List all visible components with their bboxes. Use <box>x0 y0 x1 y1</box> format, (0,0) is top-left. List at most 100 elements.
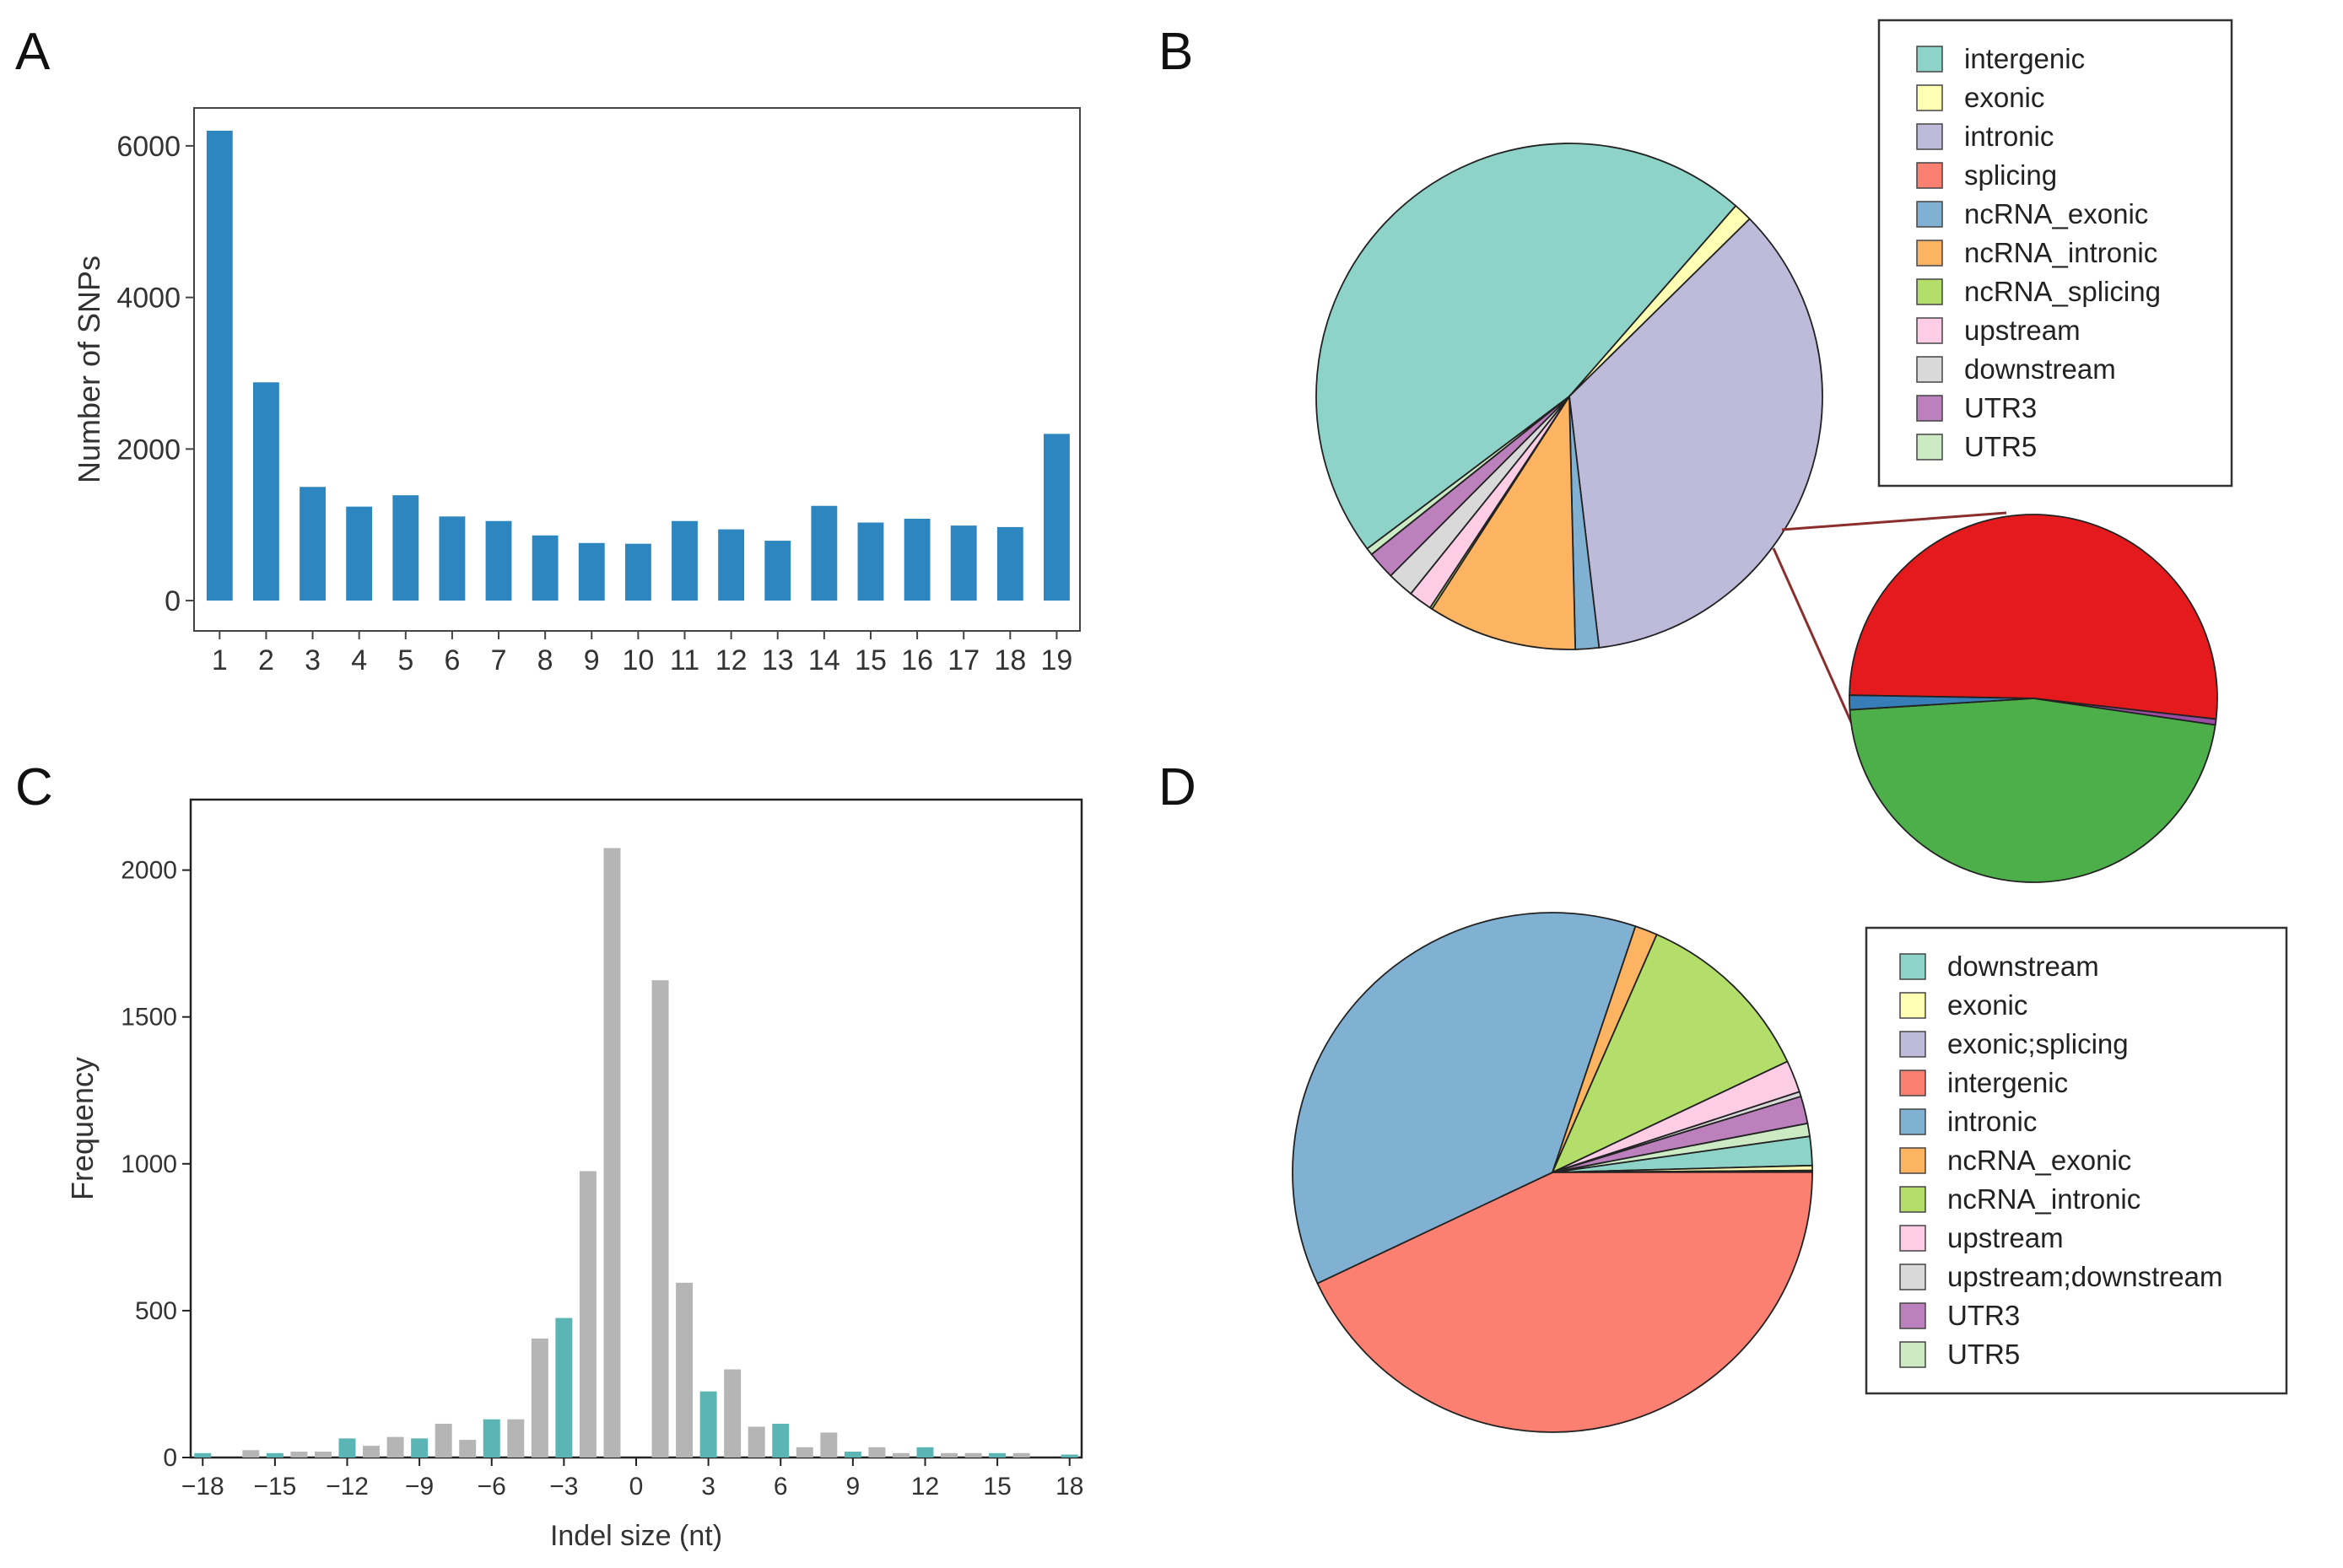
snp-bar-chr3 <box>300 487 326 601</box>
panel-label-d: D <box>1158 758 1196 816</box>
d-legend-swatch <box>1899 1186 1926 1213</box>
panel-label-a: A <box>15 23 51 81</box>
y-tick-label: 4000 <box>116 283 181 315</box>
x-tick-label: 2 <box>258 644 274 676</box>
snp-bar-chr11 <box>672 520 698 601</box>
x-tick-label: 8 <box>537 644 553 676</box>
indel-bar <box>435 1423 452 1458</box>
d-legend-label: ncRNA_exonic <box>1947 1145 2131 1176</box>
panel-d-chart: downstream exonic exonic;splicing intergeni… <box>1292 912 2288 1433</box>
indel-bar <box>941 1452 958 1458</box>
x-tick-label: 9 <box>846 1473 861 1501</box>
x-tick-label: 1 <box>212 644 228 676</box>
b-legend-swatch <box>1916 46 1943 73</box>
b-legend-swatch <box>1916 84 1943 111</box>
y-tick-label: 1000 <box>121 1150 177 1178</box>
indel-bar <box>507 1419 525 1458</box>
indel-bar <box>892 1452 910 1458</box>
snp-bar-chr6 <box>439 516 466 601</box>
x-tick-label: 10 <box>622 644 654 676</box>
indel-bar <box>964 1452 982 1458</box>
x-tick-label: 6 <box>444 644 460 676</box>
panel-c-y-axis-label: Frequency <box>65 1057 100 1200</box>
snp-bar-chr1 <box>206 130 233 601</box>
snp-bar-chr9 <box>578 542 605 601</box>
indel-bar <box>483 1419 500 1458</box>
indel-bar <box>772 1423 790 1458</box>
snp-bar-chr14 <box>811 505 838 601</box>
d-legend-label: ncRNA_intronic <box>1947 1183 2141 1215</box>
x-tick-label: 18 <box>994 644 1026 676</box>
y-tick-label: 1500 <box>121 1004 177 1032</box>
indel-bar <box>1061 1454 1078 1458</box>
y-tick-label: 2000 <box>116 434 181 466</box>
x-tick-label: 15 <box>983 1473 1011 1501</box>
d-pie-slice-intergenic <box>1316 1171 1813 1433</box>
x-tick-label: 15 <box>855 644 887 676</box>
inset-pie-slice-stop-gain <box>1849 694 2034 711</box>
indel-bar <box>338 1438 356 1458</box>
x-tick-label: 0 <box>629 1473 644 1501</box>
x-tick-label: 9 <box>584 644 600 676</box>
snp-bar-chr5 <box>392 495 419 601</box>
d-legend-label: upstream;downstream <box>1947 1261 2222 1292</box>
snp-bar-chr15 <box>857 522 884 601</box>
b-legend-label: ncRNA_splicing <box>1964 276 2161 307</box>
indel-bar <box>748 1426 765 1458</box>
b-legend-label: exonic <box>1964 82 2044 113</box>
indel-bar <box>1012 1452 1030 1458</box>
indel-bar <box>579 1171 597 1458</box>
x-tick-label: 17 <box>947 644 980 676</box>
d-legend-swatch <box>1899 1264 1926 1291</box>
d-legend-label: downstream <box>1947 951 2099 982</box>
panel-b-chart: intergenic exonic intronic splicing ncRNA_ex… <box>1315 19 2233 883</box>
snp-bar-chr19 <box>1044 434 1070 601</box>
snp-bar-chr18 <box>996 526 1023 601</box>
panel-label-c: C <box>15 758 53 816</box>
indel-bar <box>868 1447 886 1458</box>
d-legend-swatch <box>1899 953 1926 980</box>
x-tick-label: −12 <box>326 1473 369 1501</box>
b-legend-label: UTR3 <box>1964 392 2037 423</box>
indel-bar <box>266 1452 283 1458</box>
d-pie-slice-utr5 <box>1552 1122 1811 1173</box>
d-legend-swatch <box>1899 1341 1926 1368</box>
x-tick-label: −9 <box>405 1473 434 1501</box>
panel-c-x-axis-label: Indel size (nt) <box>550 1520 722 1552</box>
d-legend-label: UTR5 <box>1947 1339 2020 1370</box>
b-legend-swatch <box>1916 201 1943 228</box>
indel-bar <box>699 1391 717 1458</box>
indel-bar <box>411 1438 429 1458</box>
b-legend-swatch <box>1916 240 1943 267</box>
indel-bar <box>989 1452 1007 1458</box>
indel-bar <box>916 1447 934 1458</box>
inset-pie-slice-nonsynonymous <box>1849 514 2218 720</box>
x-tick-label: 3 <box>701 1473 715 1501</box>
x-tick-label: 11 <box>670 644 699 676</box>
indel-bar <box>386 1436 404 1458</box>
snp-bar-chr7 <box>485 520 512 601</box>
d-pie-slice-ncrna-intronic <box>1551 933 1789 1174</box>
indel-bar <box>724 1369 742 1458</box>
b-legend-label: UTR5 <box>1964 431 2037 462</box>
d-legend-swatch <box>1899 992 1926 1019</box>
x-tick-label: 12 <box>715 644 748 676</box>
d-legend-label: intergenic <box>1947 1067 2068 1098</box>
b-pie-slice-intergenic <box>1315 143 1737 550</box>
d-legend-swatch <box>1899 1108 1926 1135</box>
x-tick-label: 14 <box>808 644 840 676</box>
b-legend-swatch <box>1916 395 1943 422</box>
indel-bar <box>651 980 669 1458</box>
indel-bar <box>603 848 621 1458</box>
indel-bar <box>363 1446 381 1458</box>
indel-bar <box>242 1450 260 1458</box>
x-tick-label: 13 <box>762 644 794 676</box>
d-legend-label: exonic;splicing <box>1947 1028 2129 1059</box>
x-tick-label: 3 <box>305 644 321 676</box>
b-legend-label: splicing <box>1964 159 2057 191</box>
x-tick-label: −15 <box>253 1473 296 1501</box>
snp-bar-chr8 <box>532 535 559 601</box>
b-legend-swatch <box>1916 434 1943 461</box>
snp-bar-chr2 <box>253 382 279 601</box>
